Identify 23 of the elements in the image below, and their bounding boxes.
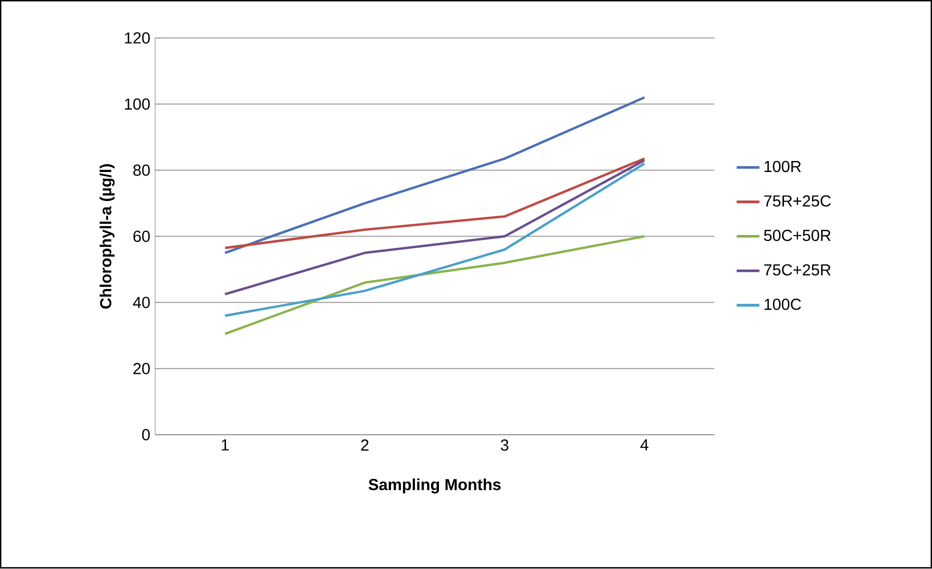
- legend-label: 50C+50R: [764, 230, 831, 242]
- line-series: [224, 159, 646, 296]
- legend-label: 100C: [764, 298, 801, 310]
- line-series: [224, 96, 646, 254]
- line-series: [224, 162, 646, 318]
- line-series: [224, 235, 646, 336]
- y-tick-label: 80: [133, 164, 150, 176]
- legend-label: 75R+25C: [764, 196, 831, 207]
- x-axis-title: Sampling Months: [368, 478, 501, 494]
- legend-label: 100R: [764, 161, 801, 172]
- y-axis-title: Chlorophyll-a (µg/l): [100, 164, 115, 309]
- y-tick-label: 120: [124, 32, 150, 44]
- y-tick-label: 100: [124, 98, 150, 110]
- x-tick-label: 1: [222, 440, 229, 451]
- x-tick-label: 4: [640, 440, 648, 451]
- x-tick-label: 2: [361, 440, 368, 451]
- y-tick-label: 20: [133, 363, 150, 374]
- y-tick-label: 40: [133, 297, 150, 308]
- y-tick-label: 60: [133, 230, 150, 242]
- line-series: [224, 158, 646, 250]
- x-tick-label: 3: [500, 440, 508, 451]
- legend-label: 75C+25R: [764, 264, 831, 276]
- y-tick-label: 0: [142, 429, 150, 441]
